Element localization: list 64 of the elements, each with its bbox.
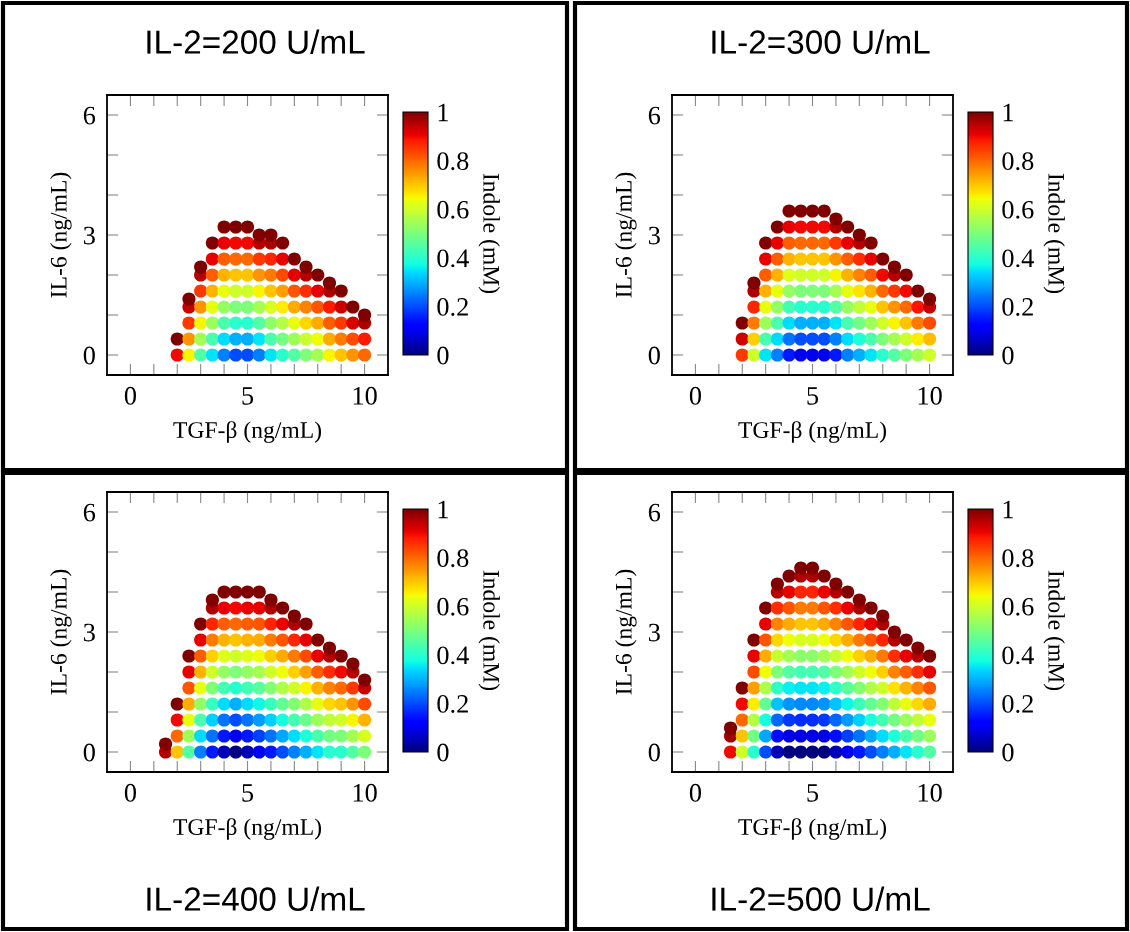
color-bar-label: 0 [437,743,449,762]
y-axis-title: IL-6 (ng/mL) [615,172,637,298]
y-axis-title: IL-6 (ng/mL) [615,569,637,695]
y-tick-label: 6 [83,106,96,125]
x-tick-label: 0 [124,386,137,405]
y-tick-label: 6 [648,106,661,125]
y-tick-label: 0 [83,743,95,762]
color-bar-title: Indole (mM) [478,570,500,691]
color-bar-label: 0.4 [437,646,469,665]
color-bar-label: 0.6 [1002,200,1034,219]
color-bar-label: 0.6 [1002,597,1034,616]
color-bar-label: 0.2 [437,695,468,713]
y-tick-label: 0 [648,743,660,762]
color-bar-label: 0.8 [1002,549,1034,568]
x-tick-label: 10 [918,783,942,802]
text: IL-2=500 U/mL [712,886,930,911]
color-bar-label: 0 [1002,346,1014,365]
x-tick-label: 0 [124,783,137,802]
color-bar-label: 0.4 [1002,646,1034,665]
x-tick-label: 10 [353,386,377,405]
x-tick-label: 0 [689,783,702,802]
y-tick-label: 3 [83,226,95,245]
y-tick-label: 3 [83,623,95,642]
color-bar-label: 0.8 [1002,152,1034,171]
color-bar-label: 1 [1003,500,1013,519]
color-bar-label: 0.4 [1002,249,1034,268]
color-bar-label: 0.2 [1002,298,1033,316]
chart-title: IL-2=300 U/mL [712,29,930,54]
y-axis-title: IL-6 (ng/mL) [50,172,72,298]
color-bar-title: Indole (mM) [478,173,500,294]
text: IL-2=400 U/mL [147,886,365,911]
color-bar-label: 0.8 [437,549,469,568]
y-tick-label: 6 [648,503,661,522]
x-tick-label: 10 [353,783,377,802]
x-tick-label: 5 [242,387,254,405]
color-bar-label: 1 [438,500,448,519]
x-axis-title: TGF-β (ng/mL) [738,818,886,840]
color-bar-label: 0.8 [437,152,469,171]
color-bar-title: Indole (mM) [1043,173,1065,294]
y-tick-label: 6 [83,503,96,522]
x-tick-label: 0 [689,386,702,405]
color-bar-label: 1 [438,103,448,122]
x-tick-label: 10 [918,386,942,405]
color-bar-label: 0.2 [1002,695,1033,713]
x-axis-title: TGF-β (ng/mL) [173,421,321,443]
color-bar-label: 0.6 [437,200,469,219]
x-axis-title: TGF-β (ng/mL) [173,818,321,840]
color-bar-label: 1 [1003,103,1013,122]
color-bar-label: 0 [437,346,449,365]
x-tick-label: 5 [807,387,819,405]
y-tick-label: 0 [83,346,95,365]
color-bar-title: Indole (mM) [1043,570,1065,691]
color-bar-label: 0 [1002,743,1014,762]
y-axis-title: IL-6 (ng/mL) [50,569,72,695]
color-bar-label: 0.6 [437,597,469,616]
x-axis-title: TGF-β (ng/mL) [738,421,886,443]
y-tick-label: 3 [648,623,660,642]
color-bar-label: 0.2 [437,298,468,316]
x-tick-label: 5 [242,784,254,802]
x-tick-label: 5 [807,784,819,802]
y-tick-label: 3 [648,226,660,245]
chart-title: IL-2=200 U/mL [147,29,365,54]
y-tick-label: 0 [648,346,660,365]
color-bar-label: 0.4 [437,249,469,268]
